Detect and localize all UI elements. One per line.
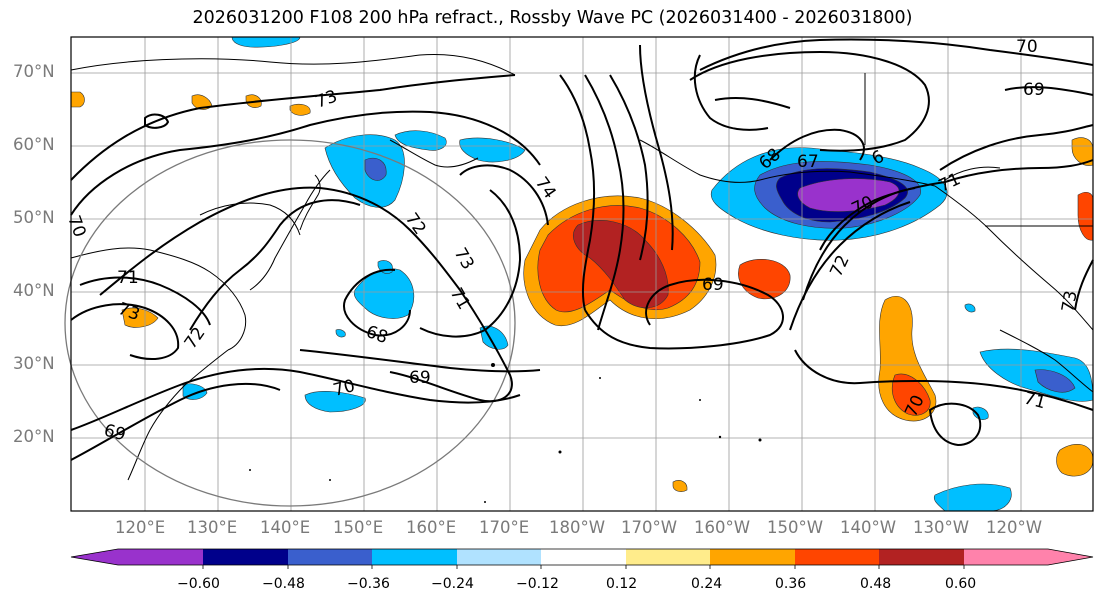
lon-label: 140°E (260, 518, 311, 537)
lon-label: 160°W (694, 518, 751, 537)
lon-label: 120°E (115, 518, 166, 537)
lon-label: 150°E (333, 518, 384, 537)
negative-anomaly-region (933, 483, 1012, 512)
colorbar-extend-high (1048, 549, 1093, 565)
shaded-anomaly-regions (70, 36, 1094, 512)
map-frame (70, 36, 1094, 512)
negative-anomaly-region (459, 137, 526, 163)
contour-label: 69 (1023, 80, 1045, 100)
contour-label: 73 (1058, 289, 1081, 314)
positive-anomaly-region (672, 480, 688, 492)
colorbar-segment (964, 549, 1048, 565)
lat-label-60n: 60°N (13, 135, 55, 154)
lon-label: 140°W (840, 518, 897, 537)
contour-label: 69 (702, 275, 724, 295)
contour-label: 67 (797, 152, 819, 172)
graticule (71, 37, 1093, 511)
reference-circle (64, 139, 516, 507)
positive-anomaly-region (1056, 443, 1094, 477)
colorbar-tick-label: −0.48 (262, 576, 305, 592)
negative-anomaly-region (964, 303, 976, 313)
lon-label: 130°W (913, 518, 970, 537)
colorbar-segment (203, 549, 288, 565)
lon-label: 180°W (549, 518, 606, 537)
lon-label: 170°E (479, 518, 530, 537)
colorbar-tick-label: −0.36 (347, 576, 390, 592)
colorbar-tick-label: −0.12 (516, 576, 559, 592)
colorbar-tick-label: 0.60 (945, 576, 977, 592)
positive-anomaly-region (289, 103, 311, 116)
colorbar-tick-label: −0.24 (431, 576, 474, 592)
colorbar-outline (70, 548, 1094, 566)
lon-label: 120°W (986, 518, 1043, 537)
negative-anomaly-region (394, 130, 447, 151)
negative-anomaly-region (364, 157, 387, 181)
colorbar-segment (288, 549, 372, 565)
negative-anomaly-region (972, 406, 989, 420)
colorbar-tick-label: −0.60 (177, 576, 220, 592)
positive-anomaly-region (121, 307, 159, 328)
lat-label-40n: 40°N (13, 281, 55, 300)
islands (249, 363, 762, 503)
lon-label: 150°W (767, 518, 824, 537)
negative-anomaly-region (324, 134, 405, 208)
colorbar-segment (372, 549, 457, 565)
lat-label-70n: 70°N (13, 62, 55, 81)
colorbar-segment (795, 549, 879, 565)
colorbar-segment (118, 549, 203, 565)
lat-label-50n: 50°N (13, 208, 55, 227)
lon-label: 160°E (406, 518, 457, 537)
negative-anomaly-region (304, 390, 366, 413)
colorbar-segment (710, 549, 795, 565)
colorbar-tick-label: 0.12 (606, 576, 638, 592)
positive-anomaly-region (70, 91, 85, 108)
colorbar-tick-label: 0.48 (860, 576, 892, 592)
map-title: 2026031200 F108 200 hPa refract., Rossby… (192, 8, 913, 28)
contour-label: 70 (1016, 37, 1038, 57)
contour-label: 69 (409, 368, 431, 388)
negative-anomaly-region (231, 36, 301, 48)
colorbar-extend-low (71, 549, 118, 565)
negative-anomaly-region (335, 329, 346, 338)
colorbar-segment (626, 549, 710, 565)
lat-label-20n: 20°N (13, 427, 55, 446)
colorbar-segment (541, 549, 626, 565)
colorbar (70, 548, 1094, 569)
colorbar-tick-label: 0.36 (775, 576, 807, 592)
colorbar-tick-label: 0.24 (691, 576, 723, 592)
negative-anomaly-region (1034, 369, 1076, 393)
contour-label: 71 (117, 268, 139, 288)
lat-label-30n: 30°N (13, 354, 55, 373)
coastlines (70, 53, 1094, 481)
colorbar-segment (879, 549, 964, 565)
colorbar-segment (457, 549, 541, 565)
refractive-index-contours (70, 38, 1094, 461)
lon-label: 130°E (187, 518, 238, 537)
lon-label: 170°W (621, 518, 678, 537)
